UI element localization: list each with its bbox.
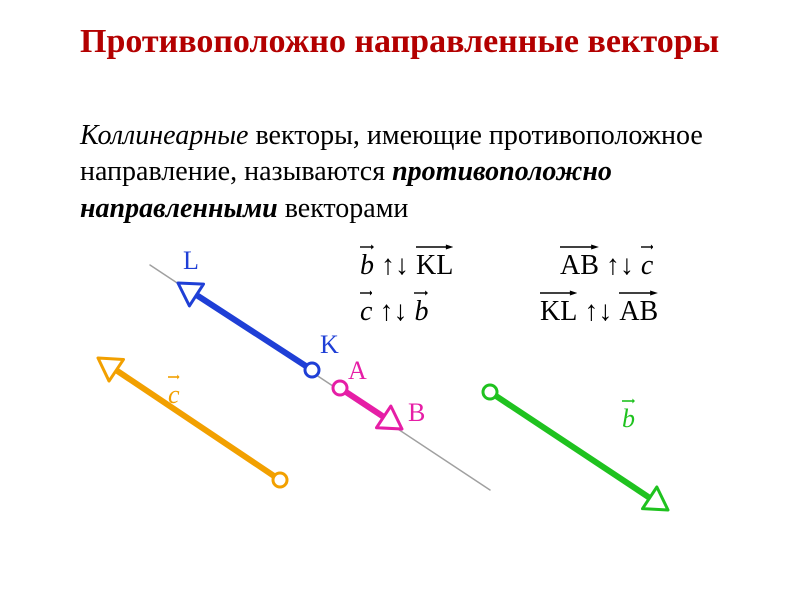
- label-L: L: [183, 246, 199, 276]
- notation-row-3: KL ↑↓ AB: [540, 296, 658, 328]
- notation-row-0: b ↑↓ KL: [360, 250, 453, 282]
- slide: Противоположно направленные векторы Колл…: [0, 0, 800, 600]
- notation-row-1: AB ↑↓ c: [560, 250, 653, 282]
- label-b: b: [622, 404, 635, 434]
- label-K: K: [320, 330, 339, 360]
- label-B: B: [408, 398, 425, 428]
- notation-row-2: c ↑↓ b: [360, 296, 428, 328]
- label-c: c: [168, 380, 180, 410]
- label-A: A: [348, 356, 367, 386]
